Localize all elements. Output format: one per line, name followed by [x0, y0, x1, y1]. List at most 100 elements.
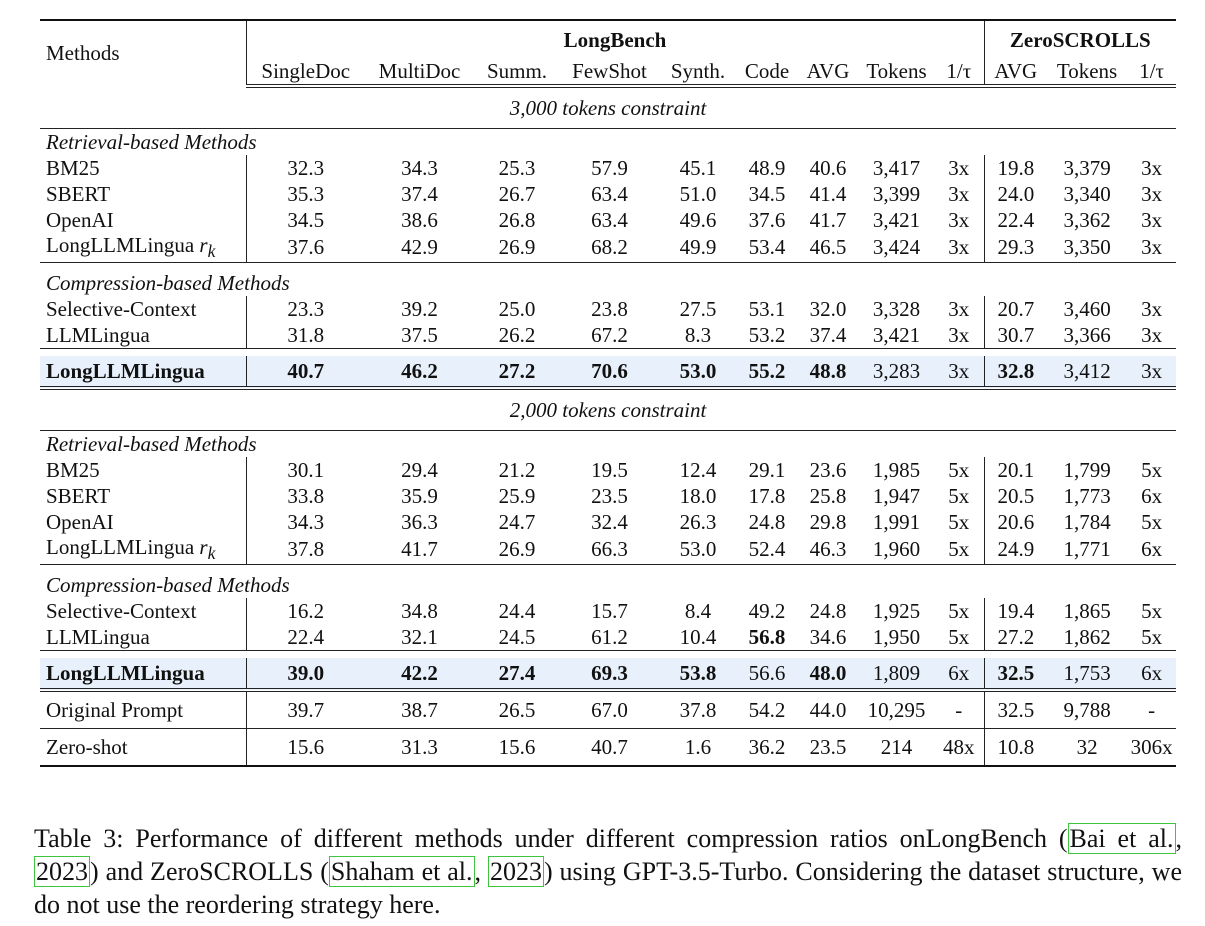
value-cell: 26.7 — [498, 181, 536, 206]
value-cell: 39.2 — [401, 296, 438, 321]
value-cell: 56.8 — [737, 624, 797, 652]
value-cell: 32 — [1076, 734, 1098, 759]
value-cell: 24.8 — [809, 598, 847, 623]
column-header: Tokens — [859, 53, 934, 88]
value-cell: 53.2 — [737, 322, 797, 350]
value-cell: 63.4 — [591, 207, 628, 232]
constraint-heading: 3,000 tokens constraint — [40, 86, 1177, 129]
constraint-heading-text: 3,000 tokens constraint — [40, 86, 1177, 129]
value-cell: 5x — [1141, 457, 1163, 482]
table-row: Zero-shot 15.6 31.3 15.6 40.7 1.6 36.2 23.5 214 4… — [40, 728, 1177, 767]
value-cell: 3x — [1141, 296, 1163, 321]
method-label: OpenAI — [46, 509, 114, 534]
value-cell: 22.4 — [246, 624, 365, 652]
value-cell: 29.8 — [809, 509, 847, 534]
value-cell: 1,960 — [859, 535, 934, 566]
value-cell: 37.4 — [401, 181, 438, 206]
value-cell: 3,421 — [872, 207, 921, 232]
method-name: BM25 — [40, 155, 247, 181]
value-cell: 49.6 — [679, 207, 717, 232]
value-cell: 1,784 — [1063, 509, 1111, 534]
value-cell: 32.5 — [984, 690, 1048, 730]
column-header: Tokens — [1047, 53, 1128, 88]
value-cell: 15.7 — [591, 598, 628, 623]
value-cell: 3,421 — [859, 322, 934, 350]
method-label: BM25 — [46, 155, 100, 180]
table-row: BM25 32.3 34.3 25.3 57.9 45.1 48.9 40.6 3,417 3x 1… — [40, 155, 1176, 181]
value-cell: 1,925 — [872, 598, 921, 623]
value-cell: 27.2 — [474, 356, 560, 391]
value-cell: 26.5 — [474, 690, 560, 730]
method-name: Selective-Context — [40, 598, 247, 625]
value-cell: 9,788 — [1047, 690, 1128, 730]
method-name: OpenAI — [40, 509, 247, 536]
column-header: FewShot — [560, 53, 659, 88]
value-cell: 37.6 — [748, 207, 786, 232]
value-cell: 46.2 — [365, 356, 474, 391]
value-cell: 32.5 — [984, 658, 1048, 693]
value-cell: 5x — [1127, 624, 1177, 652]
value-cell: 56.6 — [737, 658, 797, 693]
group-heading-text: Retrieval-based Methods — [46, 432, 257, 457]
method-name: LongLLMLingua rk — [40, 535, 247, 566]
value-cell: 27.5 — [679, 296, 717, 321]
value-cell: 53.0 — [659, 356, 737, 391]
value-cell: 36.2 — [748, 734, 786, 759]
group-heading-text: Retrieval-based Methods — [46, 130, 257, 154]
value-cell: 38.7 — [365, 690, 474, 730]
spacer-cell — [40, 349, 1176, 357]
value-cell: 1,991 — [872, 509, 921, 534]
value-cell: 12.4 — [679, 457, 717, 482]
value-cell: 24.9 — [984, 535, 1048, 566]
value-cell: 37.8 — [659, 690, 737, 730]
row-gap — [40, 263, 1176, 271]
column-header: Code — [737, 53, 797, 88]
value-cell: 5x — [934, 509, 985, 536]
method-name: OpenAI — [40, 207, 247, 233]
method-label: LongLLMLingua — [46, 535, 195, 560]
table-body: Methods LongBench ZeroSCROLLS SingleDoc M… — [40, 20, 1177, 767]
table-row: Original Prompt 39.7 38.7 26.5 67.0 37.8 54.2 4… — [40, 690, 1177, 730]
value-cell: 34.3 — [401, 155, 438, 180]
value-cell: 25.3 — [498, 155, 536, 180]
table-row: LLMLingua 22.4 32.1 24.5 61.2 10.4 56.8 34.6 1,9… — [40, 624, 1177, 652]
citation-shaham-year[interactable]: 2023 — [487, 856, 544, 887]
value-cell: 8.3 — [659, 322, 737, 350]
value-cell: 32.8 — [984, 356, 1048, 391]
citation-shaham-authors[interactable]: Shaham et al. — [328, 856, 475, 887]
value-cell: 70.6 — [560, 356, 659, 391]
value-cell: 23.6 — [809, 457, 847, 482]
results-table-container: Methods LongBench ZeroSCROLLS SingleDoc M… — [40, 19, 1177, 767]
value-cell: 29.4 — [401, 457, 438, 482]
value-cell: 3x — [934, 322, 985, 350]
value-cell: 3,366 — [1047, 322, 1128, 350]
value-cell: 3,460 — [1063, 296, 1111, 321]
value-cell: 18.0 — [679, 483, 717, 508]
method-label: Selective-Context — [46, 296, 197, 321]
column-header: MultiDoc — [365, 53, 474, 88]
method-name: Original Prompt — [40, 690, 247, 730]
method-name: SBERT — [40, 483, 247, 510]
value-cell: 26.8 — [498, 207, 536, 232]
table-row: LongLLMLingua rk 37.6 42.9 26.9 68.2 49.9 53.4… — [40, 233, 1177, 264]
value-cell: 1,865 — [1063, 598, 1111, 623]
value-cell: 32.0 — [809, 296, 847, 321]
group-heading: Compression-based Methods — [40, 270, 1176, 296]
value-cell: 49.2 — [748, 598, 786, 623]
method-name: LongLLMLingua rk — [40, 233, 247, 264]
method-name: BM25 — [40, 457, 247, 484]
column-header: 1/τ — [934, 53, 985, 88]
table-row: LLMLingua 31.8 37.5 26.2 67.2 8.3 53.2 37.4 3,42… — [40, 322, 1177, 350]
value-cell: 37.8 — [246, 535, 365, 566]
value-cell: 19.4 — [997, 598, 1035, 623]
value-cell: 68.2 — [560, 233, 659, 264]
value-cell: 34.3 — [287, 509, 325, 534]
citation-bai-authors[interactable]: Bai et al. — [1067, 823, 1176, 854]
citation-bai-year[interactable]: 2023 — [34, 856, 90, 887]
value-cell: 46.3 — [797, 535, 859, 566]
value-cell: 25.0 — [498, 296, 536, 321]
value-cell: 29.3 — [984, 233, 1048, 264]
row-gap — [40, 651, 1176, 659]
method-label: SBERT — [46, 181, 111, 206]
value-cell: 3,362 — [1063, 207, 1111, 232]
